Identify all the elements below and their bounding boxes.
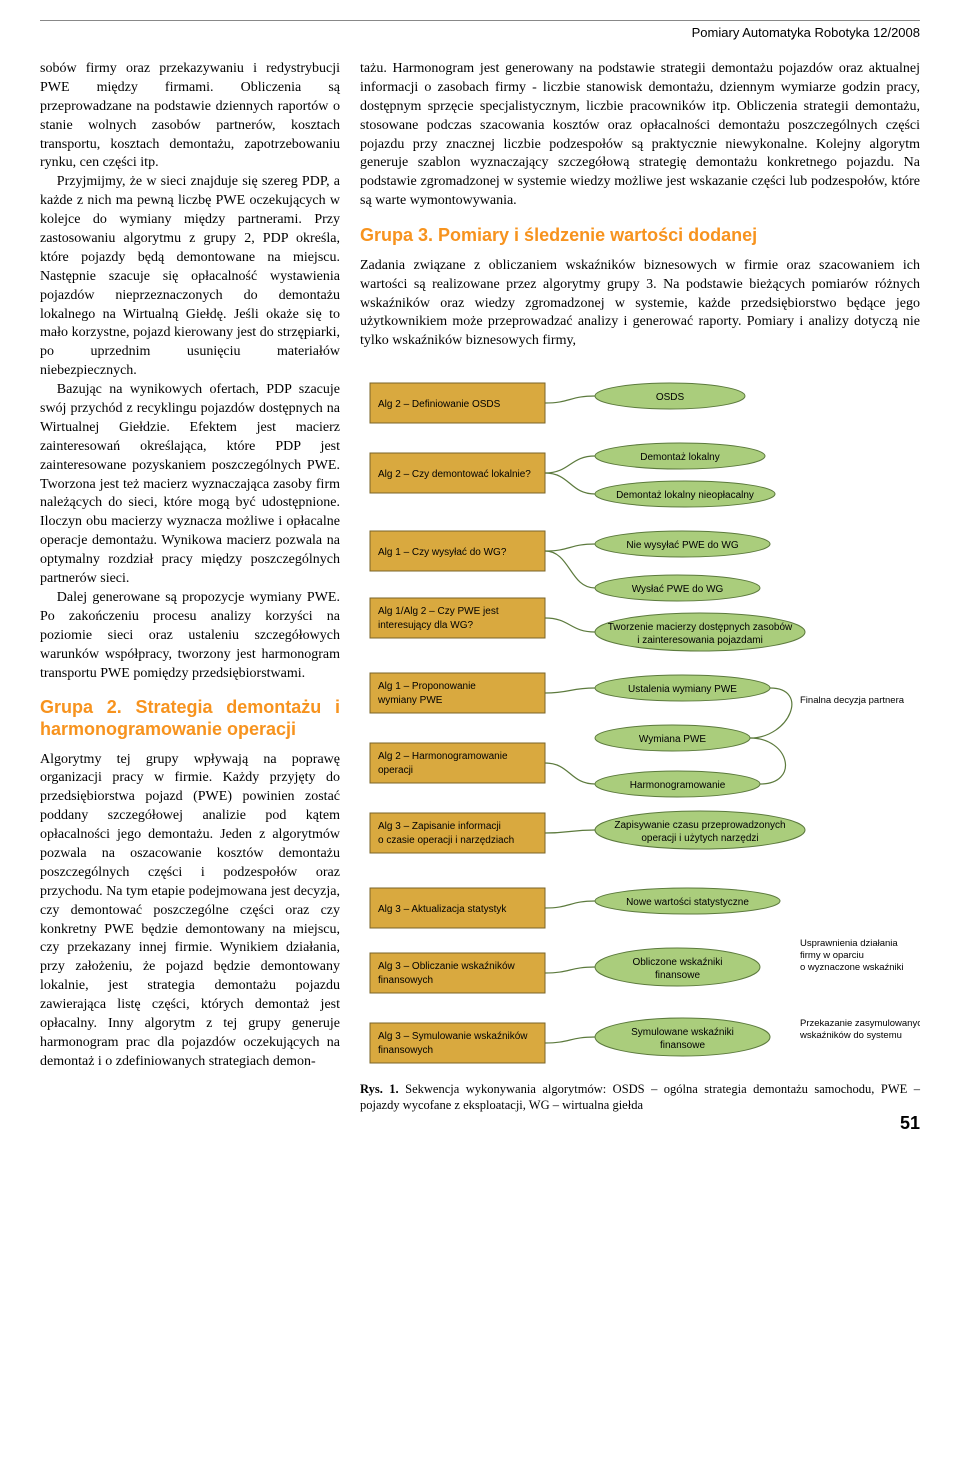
section-heading-g2: Grupa 2. Strategia demontażu i harmonogr… [40,697,340,740]
svg-text:i zainteresowania pojazdami: i zainteresowania pojazdami [637,635,763,646]
svg-text:firmy w oparciu: firmy w oparciu [800,950,864,961]
svg-text:Alg 1 – Czy wysyłać do WG?: Alg 1 – Czy wysyłać do WG? [378,547,507,558]
svg-text:finansowych: finansowych [378,1045,433,1056]
svg-text:operacji i użytych narzędzi: operacji i użytych narzędzi [641,833,758,844]
svg-text:o czasie operacji i narzędziac: o czasie operacji i narzędziach [378,835,514,846]
figure-caption: Rys. 1. Sekwencja wykonywania algorytmów… [360,1081,920,1114]
svg-text:Wysłać PWE do WG: Wysłać PWE do WG [632,584,724,595]
svg-text:finansowe: finansowe [660,1040,705,1051]
svg-text:Demontaż lokalny nieopłacalny: Demontaż lokalny nieopłacalny [616,490,754,501]
svg-text:Usprawnienia działania: Usprawnienia działania [800,938,898,949]
svg-text:Harmonogramowanie: Harmonogramowanie [630,780,726,791]
svg-text:Alg 2 – Czy demontować lokalni: Alg 2 – Czy demontować lokalnie? [378,469,531,480]
para: Bazując na wynikowych ofertach, PDP szac… [40,381,340,589]
journal-header: Pomiary Automatyka Robotyka 12/2008 [40,20,920,40]
svg-text:finansowe: finansowe [655,970,700,981]
para: tażu. Harmonogram jest generowany na pod… [360,60,920,211]
svg-text:Alg 2 – Harmonogramowanie: Alg 2 – Harmonogramowanie [378,751,508,762]
svg-text:finansowych: finansowych [378,975,433,986]
para: Zadania związane z obliczaniem wskaźnikó… [360,257,920,351]
page-number: 51 [900,1113,920,1134]
svg-text:Zapisywanie czasu przeprowadzo: Zapisywanie czasu przeprowadzonych [614,820,785,831]
section-heading-g3: Grupa 3. Pomiary i śledzenie wartości do… [360,225,920,247]
svg-text:Alg 3 – Aktualizacja statystyk: Alg 3 – Aktualizacja statystyk [378,904,507,915]
svg-text:Alg 3 – Symulowanie wskaźników: Alg 3 – Symulowanie wskaźników [378,1031,528,1042]
caption-text: Sekwencja wykonywania algorytmów: OSDS –… [360,1082,920,1112]
svg-text:Symulowane wskaźniki: Symulowane wskaźniki [631,1027,734,1038]
svg-text:Finalna decyzja partnera: Finalna decyzja partnera [800,695,905,706]
svg-text:Alg 1 – Proponowanie: Alg 1 – Proponowanie [378,681,476,692]
svg-text:Alg 2 – Definiowanie OSDS: Alg 2 – Definiowanie OSDS [378,399,501,410]
svg-text:Nowe wartości statystyczne: Nowe wartości statystyczne [626,897,749,908]
svg-text:wymiany PWE: wymiany PWE [377,695,443,706]
para: Przyjmijmy, że w sieci znajduje się szer… [40,173,340,381]
svg-text:Alg 3 – Obliczanie wskaźników: Alg 3 – Obliczanie wskaźników [378,961,516,972]
svg-text:interesujący dla WG?: interesujący dla WG? [378,620,473,631]
svg-text:Demontaż lokalny: Demontaż lokalny [640,452,719,463]
caption-label: Rys. 1. [360,1082,399,1096]
right-column: tażu. Harmonogram jest generowany na pod… [360,60,920,1114]
svg-text:Przekazanie zasymulowanych: Przekazanie zasymulowanych [800,1018,920,1029]
svg-text:Alg 1/Alg 2 – Czy PWE jest: Alg 1/Alg 2 – Czy PWE jest [378,606,499,617]
flowchart-diagram: Alg 2 – Definiowanie OSDS Alg 2 – Czy dem… [360,363,920,1073]
para: Algorytmy tej grupy wpływają na poprawę … [40,751,340,1072]
para: Dalej generowane są propozycje wymiany P… [40,589,340,683]
svg-text:Obliczone wskaźniki: Obliczone wskaźniki [632,957,722,968]
svg-text:Nie wysyłać PWE do WG: Nie wysyłać PWE do WG [626,540,738,551]
svg-text:o wyznaczone wskaźniki: o wyznaczone wskaźniki [800,962,904,973]
svg-text:operacji: operacji [378,765,413,776]
para: sobów firmy oraz przekazywaniu i redystr… [40,60,340,173]
svg-text:Tworzenie macierzy dostępnych: Tworzenie macierzy dostępnych zasobów [608,622,793,633]
svg-text:wskaźników do systemu: wskaźników do systemu [799,1030,902,1041]
svg-text:Ustalenia wymiany PWE: Ustalenia wymiany PWE [628,684,737,695]
left-column: sobów firmy oraz przekazywaniu i redystr… [40,60,340,1114]
svg-text:Alg 3 – Zapisanie informacji: Alg 3 – Zapisanie informacji [378,821,501,832]
svg-text:OSDS: OSDS [656,392,685,403]
svg-text:Wymiana PWE: Wymiana PWE [639,734,706,745]
